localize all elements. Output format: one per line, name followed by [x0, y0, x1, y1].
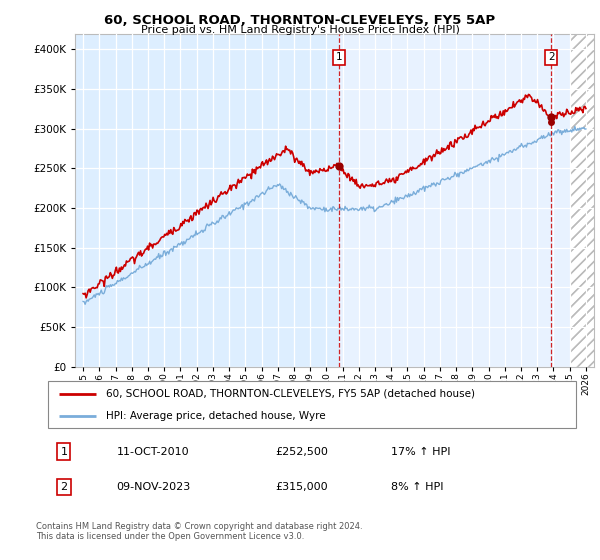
Text: 8% ↑ HPI: 8% ↑ HPI [391, 482, 444, 492]
Text: 1: 1 [336, 53, 343, 62]
Text: Price paid vs. HM Land Registry's House Price Index (HPI): Price paid vs. HM Land Registry's House … [140, 25, 460, 35]
Text: £252,500: £252,500 [275, 446, 328, 456]
Text: £315,000: £315,000 [275, 482, 328, 492]
Bar [569, 34, 594, 367]
Text: 60, SCHOOL ROAD, THORNTON-CLEVELEYS, FY5 5AP (detached house): 60, SCHOOL ROAD, THORNTON-CLEVELEYS, FY5… [106, 389, 475, 399]
Text: Contains HM Land Registry data © Crown copyright and database right 2024.
This d: Contains HM Land Registry data © Crown c… [36, 522, 362, 542]
Text: 09-NOV-2023: 09-NOV-2023 [116, 482, 191, 492]
Text: 60, SCHOOL ROAD, THORNTON-CLEVELEYS, FY5 5AP: 60, SCHOOL ROAD, THORNTON-CLEVELEYS, FY5… [104, 14, 496, 27]
Text: 11-OCT-2010: 11-OCT-2010 [116, 446, 189, 456]
Bar [339, 34, 569, 367]
Text: 2: 2 [60, 482, 67, 492]
Bar [569, 34, 594, 367]
Text: 2: 2 [548, 53, 554, 62]
Text: 17% ↑ HPI: 17% ↑ HPI [391, 446, 451, 456]
Text: 1: 1 [61, 446, 67, 456]
Text: HPI: Average price, detached house, Wyre: HPI: Average price, detached house, Wyre [106, 410, 326, 421]
